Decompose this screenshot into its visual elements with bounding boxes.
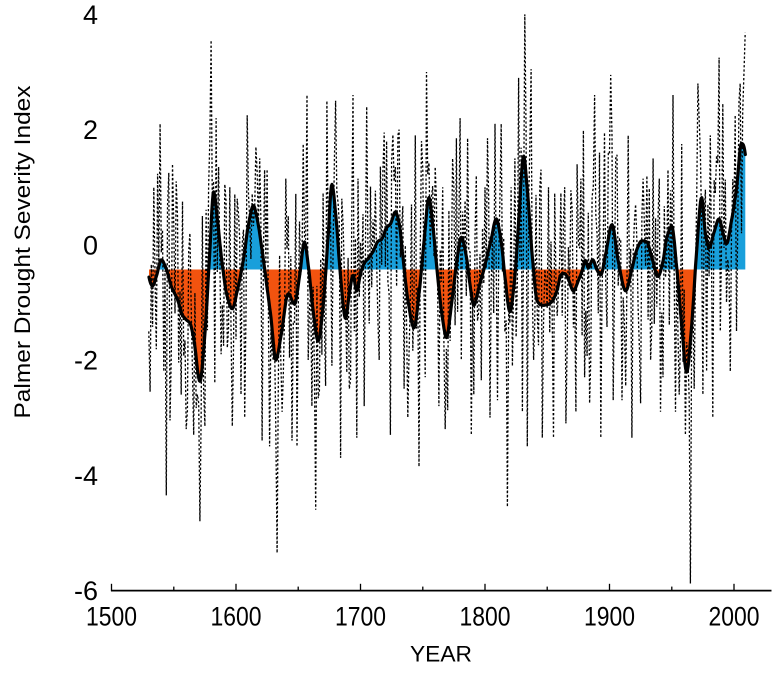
svg-text:1600: 1600 xyxy=(211,602,262,632)
svg-text:-2: -2 xyxy=(74,346,98,376)
svg-text:4: 4 xyxy=(83,0,98,30)
svg-text:1900: 1900 xyxy=(584,602,635,632)
svg-text:1500: 1500 xyxy=(86,602,137,632)
svg-text:2000: 2000 xyxy=(709,602,760,632)
svg-text:2: 2 xyxy=(83,115,98,145)
svg-text:0: 0 xyxy=(83,230,98,260)
svg-text:-6: -6 xyxy=(74,576,98,606)
svg-text:YEAR: YEAR xyxy=(410,642,472,667)
svg-text:1800: 1800 xyxy=(460,602,511,632)
svg-text:-4: -4 xyxy=(74,461,98,491)
svg-text:1700: 1700 xyxy=(335,602,386,632)
svg-text:Palmer Drought Severity Index: Palmer Drought Severity Index xyxy=(10,86,35,419)
